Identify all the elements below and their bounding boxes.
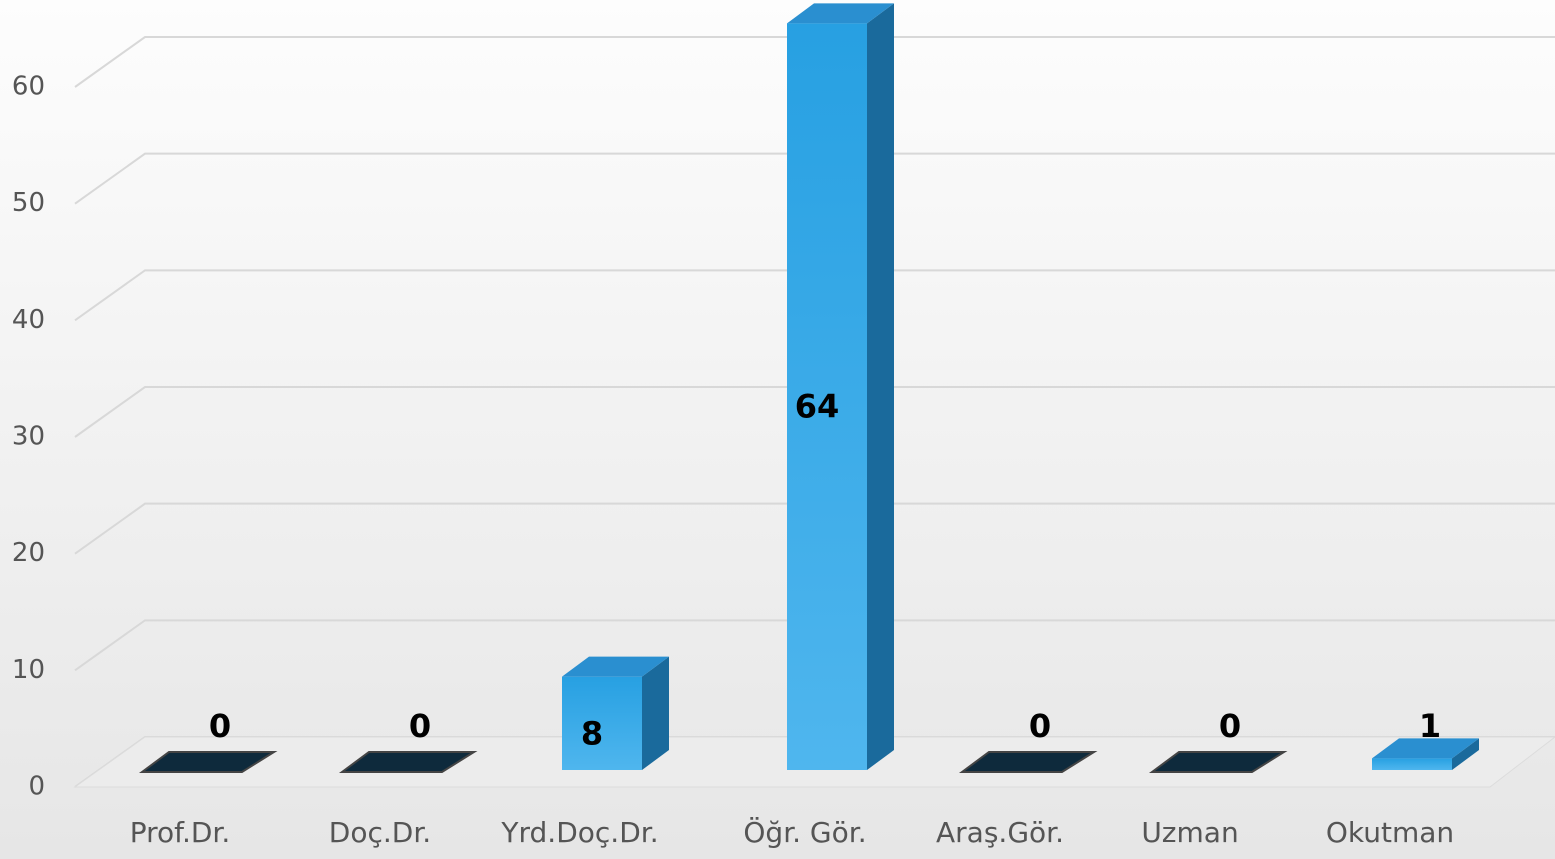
data-label: 0 — [1219, 707, 1241, 745]
y-tick-label: 40 — [12, 305, 45, 335]
x-tick-label: Uzman — [1141, 816, 1238, 849]
bar-face — [867, 3, 894, 771]
bar-face — [138, 751, 278, 773]
y-tick-label: 50 — [12, 188, 45, 218]
x-tick-label: Araş.Gör. — [936, 816, 1064, 849]
bar — [1148, 751, 1288, 773]
y-tick-label: 30 — [12, 422, 45, 452]
y-tick-label: 10 — [12, 655, 45, 685]
bar-face — [562, 656, 669, 677]
bar-face — [338, 751, 478, 773]
bar-face — [958, 751, 1098, 773]
grid-line — [74, 269, 1555, 322]
data-label: 8 — [581, 714, 603, 752]
x-tick-label: Öğr. Gör. — [743, 815, 866, 849]
bar-face — [562, 676, 642, 770]
data-label: 0 — [409, 707, 431, 745]
y-tick-label: 0 — [28, 772, 45, 802]
x-tick-label: Doç.Dr. — [329, 816, 431, 849]
bar — [138, 751, 278, 773]
x-tick-label: Yrd.Doç.Dr. — [500, 816, 658, 849]
grid-line — [74, 386, 1555, 438]
x-tick-label: Prof.Dr. — [130, 816, 231, 849]
bar — [562, 656, 669, 770]
bar — [338, 751, 478, 773]
data-label: 64 — [795, 388, 840, 426]
y-tick-label: 60 — [12, 72, 45, 102]
bar-face — [787, 3, 894, 24]
bar — [787, 3, 894, 771]
grid-line — [74, 619, 1555, 672]
bar-face — [1148, 751, 1288, 773]
data-label: 1 — [1419, 707, 1441, 745]
data-label: 0 — [1029, 707, 1051, 745]
grid-line — [74, 152, 1555, 205]
data-label: 0 — [209, 707, 231, 745]
grid-line — [74, 36, 1555, 88]
x-tick-label: Okutman — [1326, 816, 1454, 849]
bar-face — [1372, 738, 1479, 759]
bar-face — [1372, 758, 1452, 770]
bar — [958, 751, 1098, 773]
bar — [1372, 738, 1479, 770]
y-tick-label: 20 — [12, 538, 45, 568]
grid-line — [74, 502, 1555, 555]
bar-face — [787, 23, 867, 771]
bar-face — [1452, 738, 1479, 770]
bar-face — [642, 656, 669, 770]
